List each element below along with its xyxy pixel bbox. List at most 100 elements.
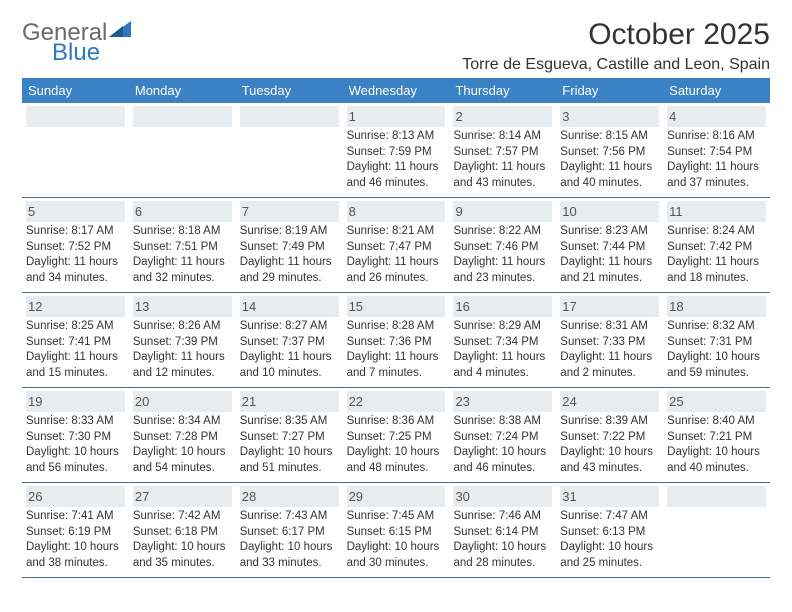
day-info: Sunrise: 8:31 AMSunset: 7:33 PMDaylight:… <box>560 317 659 381</box>
sunrise-line: Sunrise: 8:29 AM <box>453 319 552 335</box>
day-number-bar: . <box>26 106 125 127</box>
day-cell: 21Sunrise: 8:35 AMSunset: 7:27 PMDayligh… <box>236 388 343 482</box>
day-number-bar: 14 <box>240 296 339 317</box>
sunrise-line: Sunrise: 7:45 AM <box>347 509 446 525</box>
day-cell: 25Sunrise: 8:40 AMSunset: 7:21 PMDayligh… <box>663 388 770 482</box>
weekday-header: Monday <box>129 78 236 103</box>
day-number: 8 <box>347 201 446 222</box>
sunset-line: Sunset: 7:24 PM <box>453 430 552 446</box>
day-info: Sunrise: 8:29 AMSunset: 7:34 PMDaylight:… <box>453 317 552 381</box>
day-cell: 3Sunrise: 8:15 AMSunset: 7:56 PMDaylight… <box>556 103 663 197</box>
sunrise-line: Sunrise: 8:25 AM <box>26 319 125 335</box>
day-cell: 16Sunrise: 8:29 AMSunset: 7:34 PMDayligh… <box>449 293 556 387</box>
sunset-line: Sunset: 7:31 PM <box>667 335 766 351</box>
sunrise-line: Sunrise: 8:15 AM <box>560 129 659 145</box>
daylight-line: Daylight: 11 hours and 37 minutes. <box>667 160 766 191</box>
day-cell: 2Sunrise: 8:14 AMSunset: 7:57 PMDaylight… <box>449 103 556 197</box>
logo-text-bottom: Blue <box>52 41 100 65</box>
day-number-bar: 1 <box>347 106 446 127</box>
day-number: 15 <box>347 296 446 317</box>
daylight-line: Daylight: 11 hours and 21 minutes. <box>560 255 659 286</box>
day-number: 14 <box>240 296 339 317</box>
sunset-line: Sunset: 7:49 PM <box>240 240 339 256</box>
day-number-bar: 29 <box>347 486 446 507</box>
day-number-bar: 4 <box>667 106 766 127</box>
daylight-line: Daylight: 11 hours and 18 minutes. <box>667 255 766 286</box>
page-title: October 2025 <box>462 18 770 52</box>
sunrise-line: Sunrise: 8:14 AM <box>453 129 552 145</box>
day-info: Sunrise: 7:41 AMSunset: 6:19 PMDaylight:… <box>26 507 125 571</box>
day-cell: 13Sunrise: 8:26 AMSunset: 7:39 PMDayligh… <box>129 293 236 387</box>
sunset-line: Sunset: 7:42 PM <box>667 240 766 256</box>
sunset-line: Sunset: 7:21 PM <box>667 430 766 446</box>
day-number-bar: 11 <box>667 201 766 222</box>
day-number: 2 <box>453 106 552 127</box>
day-info: Sunrise: 8:19 AMSunset: 7:49 PMDaylight:… <box>240 222 339 286</box>
day-number: 9 <box>453 201 552 222</box>
sunrise-line: Sunrise: 8:32 AM <box>667 319 766 335</box>
sunset-line: Sunset: 7:27 PM <box>240 430 339 446</box>
day-cell: 19Sunrise: 8:33 AMSunset: 7:30 PMDayligh… <box>22 388 129 482</box>
daylight-line: Daylight: 10 hours and 46 minutes. <box>453 445 552 476</box>
day-info: Sunrise: 8:21 AMSunset: 7:47 PMDaylight:… <box>347 222 446 286</box>
day-cell: 8Sunrise: 8:21 AMSunset: 7:47 PMDaylight… <box>343 198 450 292</box>
day-number: 29 <box>347 486 446 507</box>
day-number: 12 <box>26 296 125 317</box>
sunset-line: Sunset: 7:30 PM <box>26 430 125 446</box>
daylight-line: Daylight: 11 hours and 43 minutes. <box>453 160 552 191</box>
daylight-line: Daylight: 10 hours and 30 minutes. <box>347 540 446 571</box>
day-cell: 22Sunrise: 8:36 AMSunset: 7:25 PMDayligh… <box>343 388 450 482</box>
day-info: Sunrise: 8:36 AMSunset: 7:25 PMDaylight:… <box>347 412 446 476</box>
weekday-header: Thursday <box>449 78 556 103</box>
daylight-line: Daylight: 10 hours and 25 minutes. <box>560 540 659 571</box>
sunset-line: Sunset: 7:59 PM <box>347 145 446 161</box>
sunset-line: Sunset: 7:36 PM <box>347 335 446 351</box>
day-number-bar: 27 <box>133 486 232 507</box>
day-number-bar: 3 <box>560 106 659 127</box>
sunrise-line: Sunrise: 8:23 AM <box>560 224 659 240</box>
day-number: 6 <box>133 201 232 222</box>
day-cell: 9Sunrise: 8:22 AMSunset: 7:46 PMDaylight… <box>449 198 556 292</box>
day-info: Sunrise: 8:34 AMSunset: 7:28 PMDaylight:… <box>133 412 232 476</box>
week-row: 26Sunrise: 7:41 AMSunset: 6:19 PMDayligh… <box>22 483 770 578</box>
day-cell: .. <box>663 483 770 577</box>
sunrise-line: Sunrise: 8:26 AM <box>133 319 232 335</box>
day-number-bar: 24 <box>560 391 659 412</box>
day-number: 16 <box>453 296 552 317</box>
day-number-bar: 25 <box>667 391 766 412</box>
sunset-line: Sunset: 6:15 PM <box>347 525 446 541</box>
day-info: Sunrise: 8:26 AMSunset: 7:39 PMDaylight:… <box>133 317 232 381</box>
weekday-header: Sunday <box>22 78 129 103</box>
sunrise-line: Sunrise: 7:42 AM <box>133 509 232 525</box>
day-cell: 31Sunrise: 7:47 AMSunset: 6:13 PMDayligh… <box>556 483 663 577</box>
day-number: 4 <box>667 106 766 127</box>
day-number-bar: 26 <box>26 486 125 507</box>
daylight-line: Daylight: 11 hours and 29 minutes. <box>240 255 339 286</box>
logo: General Blue <box>22 18 131 65</box>
day-number: 22 <box>347 391 446 412</box>
daylight-line: Daylight: 11 hours and 10 minutes. <box>240 350 339 381</box>
day-number-bar: 31 <box>560 486 659 507</box>
day-number-bar: 12 <box>26 296 125 317</box>
daylight-line: Daylight: 11 hours and 23 minutes. <box>453 255 552 286</box>
daylight-line: Daylight: 10 hours and 40 minutes. <box>667 445 766 476</box>
day-cell: 24Sunrise: 8:39 AMSunset: 7:22 PMDayligh… <box>556 388 663 482</box>
day-info: Sunrise: 8:22 AMSunset: 7:46 PMDaylight:… <box>453 222 552 286</box>
day-number-bar: 18 <box>667 296 766 317</box>
daylight-line: Daylight: 10 hours and 38 minutes. <box>26 540 125 571</box>
day-number-bar: 6 <box>133 201 232 222</box>
sunrise-line: Sunrise: 8:28 AM <box>347 319 446 335</box>
day-number-bar: 13 <box>133 296 232 317</box>
calendar-grid: SundayMondayTuesdayWednesdayThursdayFrid… <box>22 78 770 578</box>
day-info: Sunrise: 8:33 AMSunset: 7:30 PMDaylight:… <box>26 412 125 476</box>
day-info: Sunrise: 8:23 AMSunset: 7:44 PMDaylight:… <box>560 222 659 286</box>
day-number: 28 <box>240 486 339 507</box>
daylight-line: Daylight: 11 hours and 2 minutes. <box>560 350 659 381</box>
sunrise-line: Sunrise: 8:16 AM <box>667 129 766 145</box>
sunset-line: Sunset: 7:22 PM <box>560 430 659 446</box>
sunrise-line: Sunrise: 8:18 AM <box>133 224 232 240</box>
day-number-bar: 19 <box>26 391 125 412</box>
day-number-bar: . <box>667 486 766 507</box>
day-number-bar: . <box>133 106 232 127</box>
sunrise-line: Sunrise: 8:36 AM <box>347 414 446 430</box>
